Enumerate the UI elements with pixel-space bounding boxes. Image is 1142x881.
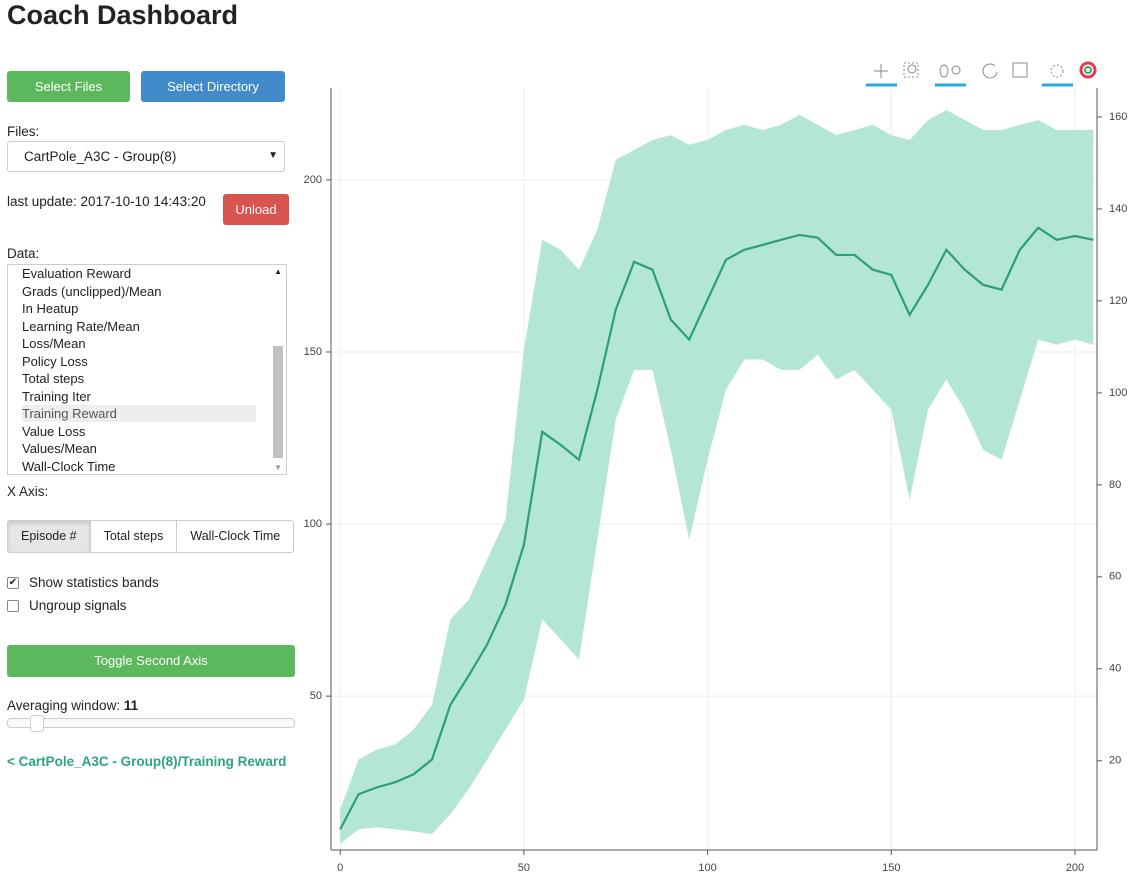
save-tool[interactable] xyxy=(1012,62,1028,78)
data-item[interactable]: Total steps xyxy=(22,371,85,386)
y2-tick-label: 120 xyxy=(1109,295,1127,307)
hover-tool[interactable] xyxy=(1042,64,1073,87)
averaging-window-label: Averaging window: xyxy=(7,698,121,713)
select-directory-button[interactable]: Select Directory xyxy=(141,71,285,102)
data-item[interactable]: Value Loss xyxy=(22,423,86,439)
toggle-second-axis-button[interactable]: Toggle Second Axis xyxy=(7,645,295,677)
last-update: last update: 2017-10-10 14:43:20 xyxy=(7,194,206,209)
y2-tick-label: 160 xyxy=(1109,111,1127,123)
data-item[interactable]: Grads (unclipped)/Mean xyxy=(22,283,162,299)
scroll-up[interactable]: ▲ xyxy=(274,267,282,276)
y2-tick-label: 20 xyxy=(1109,755,1121,767)
x-axis-tab[interactable]: Episode # xyxy=(8,521,91,552)
toolbar xyxy=(866,61,1097,87)
wheel-zoom-tool[interactable] xyxy=(935,64,966,87)
statistics-band xyxy=(340,110,1094,845)
x-tick-label: 100 xyxy=(698,862,716,874)
x-axis-label: X Axis: xyxy=(7,484,49,499)
checkbox-label: Show statistics bands xyxy=(29,575,159,590)
y2-tick-label: 40 xyxy=(1109,663,1121,675)
data-item[interactable]: Learning Rate/Mean xyxy=(22,318,140,334)
averaging-window-value: 11 xyxy=(123,698,139,713)
data-item[interactable]: Wall-Clock Time xyxy=(22,458,116,474)
x-axis-tab[interactable]: Total steps xyxy=(91,521,178,552)
y2-tick-label: 100 xyxy=(1109,387,1127,399)
checkbox-row[interactable]: ✔ Show statistics bands xyxy=(7,575,159,590)
pan-tool[interactable] xyxy=(866,64,897,87)
scrollbar-thumb[interactable] xyxy=(273,346,283,458)
zoom-tool[interactable] xyxy=(903,62,919,78)
y-tick-label: 100 xyxy=(304,518,322,530)
x-tick-label: 200 xyxy=(1066,862,1084,874)
slider-handle[interactable] xyxy=(30,715,44,732)
data-item[interactable]: In Heatup xyxy=(22,301,79,316)
x-axis-tabs: Episode # Total steps Wall-Clock Time xyxy=(7,520,295,553)
data-item[interactable]: Loss/Mean xyxy=(22,336,86,351)
data-list[interactable]: ▲ ▼ Evaluation Reward Grads (unclipped)/M… xyxy=(7,264,287,475)
checkbox[interactable]: ✔ xyxy=(7,576,19,589)
dropdown-arrow: ▼ xyxy=(268,150,278,161)
file-selected: CartPole_A3C - Group(8) xyxy=(24,149,177,164)
averaging-slider[interactable] xyxy=(7,715,295,732)
data-item[interactable]: Policy Loss xyxy=(22,353,88,369)
checkbox[interactable] xyxy=(7,599,19,612)
y2-tick-label: 80 xyxy=(1109,479,1121,491)
x-axis-tab[interactable]: Wall-Clock Time xyxy=(190,529,281,543)
chart: 50 100 150 200 0 50 100 150 200 20 40 60 80 100 120 140… xyxy=(304,61,1127,874)
select-files-button[interactable]: Select Files xyxy=(7,71,130,102)
x-tick-label: 50 xyxy=(518,862,530,874)
data-item[interactable]: Values/Mean xyxy=(22,441,97,456)
bokeh-logo[interactable] xyxy=(1079,61,1097,79)
y2-tick-label: 60 xyxy=(1109,571,1121,583)
x-tick-label: 0 xyxy=(337,862,343,874)
x-tick-label: 150 xyxy=(882,862,900,874)
checkbox-label: Ungroup signals xyxy=(29,598,127,613)
reset-tool[interactable] xyxy=(982,63,998,79)
files-label: Files: xyxy=(7,124,40,139)
y-tick-label: 150 xyxy=(304,346,322,358)
scroll-down[interactable]: ▼ xyxy=(274,463,282,472)
y2-tick-label: 140 xyxy=(1109,203,1127,215)
mean-line xyxy=(339,226,1094,830)
checkbox-row[interactable]: Ungroup signals xyxy=(7,598,127,613)
y-tick-label: 200 xyxy=(304,174,322,186)
signal-link[interactable]: < CartPole_A3C - Group(8)/Training Rewar… xyxy=(7,754,287,769)
data-item[interactable]: Training Reward xyxy=(22,405,256,422)
data-label: Data: xyxy=(7,246,40,261)
page-title: Coach Dashboard xyxy=(7,0,239,30)
data-item[interactable]: Evaluation Reward xyxy=(22,266,132,281)
unload-button[interactable]: Unload xyxy=(223,194,289,225)
y-tick-label: 50 xyxy=(310,690,322,702)
averaging-window: Averaging window: 11 xyxy=(7,698,138,713)
file-select[interactable]: CartPole_A3C - Group(8) ▼ xyxy=(7,141,285,172)
data-item[interactable]: Training Iter xyxy=(22,388,91,404)
